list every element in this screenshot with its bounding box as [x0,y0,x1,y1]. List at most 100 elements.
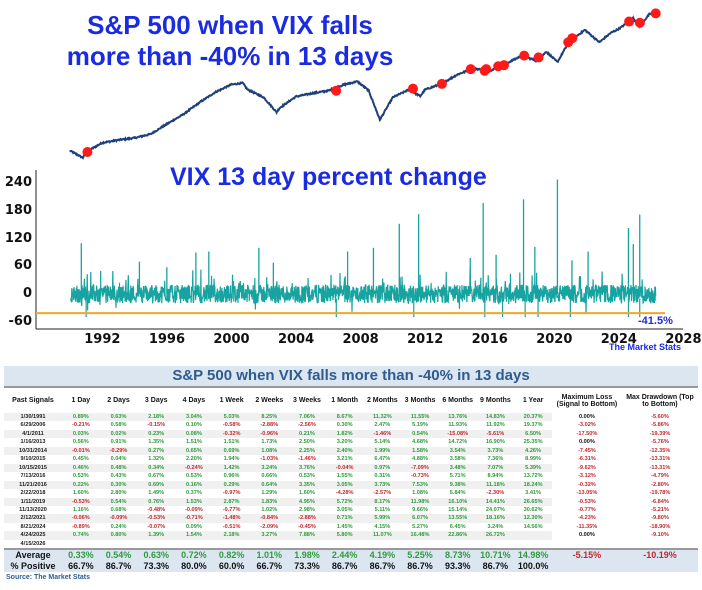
return-cell: 0.58% [110,422,127,429]
return-cell: 1.51% [223,439,240,446]
summary-cell: 14.98% [514,548,552,562]
return-cell: 0.10% [185,422,202,429]
return-cell: 3.35% [288,480,326,490]
x-tick-label: 2016 [471,332,508,347]
return-cell: 14.72% [448,439,468,446]
signal-date: 4/24/2025 [4,531,62,540]
return-cell: 0.68% [110,506,127,513]
return-cell: 1.60% [299,490,315,497]
return-cell: -0.51% [222,523,241,530]
summary-cell: 80.0% [175,561,213,573]
summary-cell: 66.7% [250,561,289,573]
summary-cell: 86.7% [363,561,402,573]
return-cell: 1.55% [336,473,353,480]
return-cell: 0.53% [185,473,202,480]
summary-cell: 5.25% [401,548,439,562]
summary-cell: 86.7% [325,561,364,573]
x-tick-label: 2020 [536,332,573,347]
return-cell: -6.84% [651,498,669,505]
return-cell: 22.86% [438,531,477,540]
column-header: 9 Months [480,397,511,404]
return-cell: 0.66% [261,473,278,480]
return-cell: 8.25% [250,413,289,422]
return-cell: 11.93% [448,422,468,429]
signal-marker [567,33,578,44]
return-cell: 0.30% [336,422,353,429]
return-cell: 4.95% [288,497,326,506]
signal-date: 9/10/2015 [20,456,46,463]
column-header: Maximum Loss (Signal to Bottom) [556,393,618,408]
return-cell: 1.99% [363,446,402,456]
return-cell [514,540,552,549]
signal-date: 7/13/2016 [20,473,46,480]
return-cell [250,540,288,549]
return-cell: -0.24% [175,463,213,473]
return-cell: 1.39% [137,531,176,540]
return-cell: -13.31% [649,464,671,471]
table-row: 4/15/2026 [4,540,698,549]
return-cell: 3.73% [363,480,402,490]
table-row: 10/31/2014 -0.01% -0.29% 0.27% 0.65% 0.69% 1.0… [4,446,698,456]
summary-cell: 0.63% [137,548,176,562]
return-cell: -0.32% [578,481,596,488]
table-header-row: Past Signals 1 Day 2 Days 3 Days 4 Days 1 Wee… [4,388,698,413]
return-cell: 0.45% [72,456,89,463]
return-cell: -5.60% [651,414,669,420]
return-cell: 14.83% [476,413,515,422]
return-cell: 1.73% [261,439,278,446]
return-cell: 13.72% [523,473,543,480]
return-cell: 0.04% [110,456,127,463]
summary-cell: 0.72% [175,548,213,562]
return-cell: -15.08% [438,429,477,439]
column-header: 1 Year [522,397,544,404]
return-cell: -2.88% [260,422,279,429]
return-cell: 1.60% [72,490,89,497]
return-cell: -4.79% [651,473,669,480]
signal-date: 4/1/2011 [4,429,62,439]
return-cell: 3.24% [487,523,504,530]
signal-date: 11/13/2020 [19,506,47,513]
summary-cell: 8.73% [438,548,477,562]
table-row: 1/11/2019 -0.53% 0.54% 0.76% 1.53% 2.87% 1.83%… [4,497,698,506]
return-cell: 13.55% [438,514,477,523]
return-cell: 5.19% [412,422,428,429]
return-cell: 4.15% [374,523,391,530]
return-cell: 7.36% [487,456,504,463]
return-cell: 0.24% [110,523,127,530]
return-cell: 8.94% [487,473,504,480]
return-cell: 1.32% [148,456,165,463]
table-row: 11/13/2020 1.16% 0.68% -0.48% -0.09% -0.77% 1.… [4,506,698,514]
return-cell: 1.02% [261,506,278,513]
return-cell: 5.71% [449,473,466,480]
return-cell: -2.09% [260,523,279,530]
return-cell: 2.47% [374,422,391,429]
summary-cell: 86.7% [401,561,439,573]
table-row: 4/24/2025 0.74% 0.80% 1.39% 1.54% 2.18% 3.27% 7… [4,531,698,540]
y-tick-label: -60 [8,313,33,329]
summary-cell [621,561,698,573]
return-cell: 15.14% [448,506,468,513]
return-cell: -0.77% [578,506,596,513]
return-cell: 11.98% [401,497,439,506]
return-cell: 16.90% [485,439,505,446]
return-cell: 3.58% [449,456,466,463]
brand-label: The Market Stats [609,342,682,352]
return-cell: 7.88% [288,531,326,540]
return-cell: -2.56% [298,422,316,429]
return-cell: 24.07% [485,506,505,513]
return-cell: 2.87% [212,497,251,506]
return-cell: 1.82% [325,429,364,439]
summary-cell: -10.19% [621,548,698,562]
return-cell: 8.17% [363,497,402,506]
positive-row: % Positive 66.7% 86.7% 73.3% 80.0% 60.0% 66.7%… [4,561,698,573]
summary-cell: 0.82% [212,548,251,562]
return-cell: -0.04% [325,463,364,473]
summary-cell: 100.0% [514,561,552,573]
return-cell: 9.38% [438,480,477,490]
return-cell [439,540,477,549]
return-cell: 3.54% [438,446,477,456]
table-row: 10/15/2015 0.46% 0.48% 0.34% -0.24% 1.42% 3.24… [4,463,698,473]
return-cell [213,540,251,549]
return-cell: 1.16% [72,506,89,513]
column-header: 2 Months [366,397,398,404]
